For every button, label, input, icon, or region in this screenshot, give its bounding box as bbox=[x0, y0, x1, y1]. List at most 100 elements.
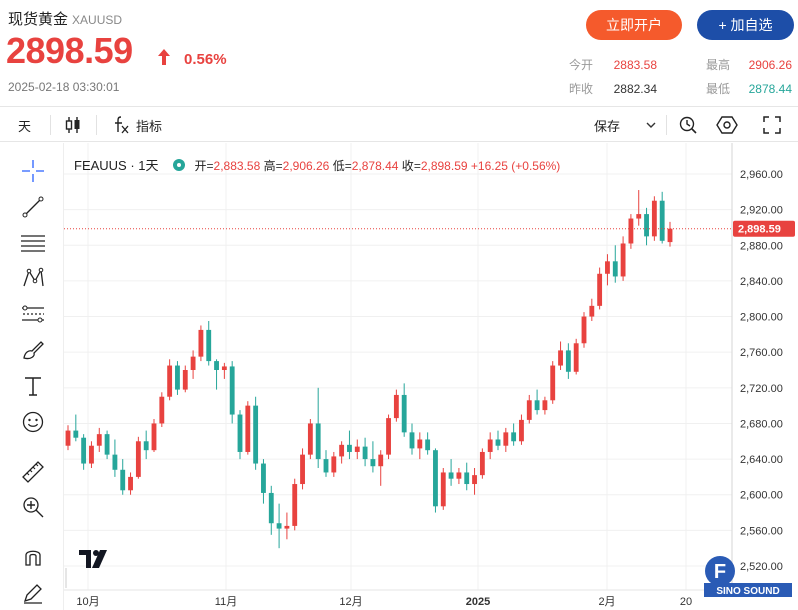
candle-body bbox=[315, 423, 321, 460]
candle-body bbox=[605, 261, 610, 274]
candle-body bbox=[534, 400, 540, 411]
candle-body bbox=[651, 200, 657, 237]
candle-body bbox=[292, 484, 298, 526]
candle-body bbox=[503, 432, 509, 446]
candle-body bbox=[362, 446, 368, 460]
candle-body bbox=[143, 441, 149, 451]
candle-body bbox=[167, 365, 173, 397]
candle-body bbox=[73, 430, 79, 438]
candle-body bbox=[261, 463, 266, 493]
svg-text:F: F bbox=[714, 561, 726, 583]
candle-body bbox=[300, 454, 305, 485]
text-icon bbox=[25, 377, 41, 396]
add-watchlist-button[interactable]: + 加自选 bbox=[697, 10, 794, 40]
save-button[interactable]: 保存 bbox=[594, 107, 620, 143]
zoom-tool[interactable] bbox=[20, 494, 46, 520]
tradingview-logo-icon bbox=[79, 550, 107, 568]
candle-body bbox=[620, 243, 626, 277]
candle-body bbox=[417, 439, 423, 449]
legend-high-label: 高 bbox=[263, 159, 276, 173]
y-tick-label: 2,560.00 bbox=[740, 525, 783, 537]
y-tick-label: 2,520.00 bbox=[740, 561, 783, 573]
text-tool[interactable] bbox=[20, 373, 46, 399]
stat-open: 今开 2883.58 bbox=[569, 56, 657, 73]
instrument-name: 现货黄金 bbox=[8, 11, 69, 28]
y-tick-label: 2,720.00 bbox=[740, 383, 783, 395]
legend-open-label: 开 bbox=[194, 159, 207, 173]
candle-body bbox=[667, 228, 673, 243]
emoji-icon bbox=[22, 411, 44, 433]
chart-toolbar: 天 指标 保存 bbox=[0, 106, 798, 142]
magnet-tool[interactable] bbox=[20, 544, 46, 570]
y-tick-label: 2,840.00 bbox=[740, 276, 783, 288]
instrument-symbol: XAUUSD bbox=[72, 13, 123, 27]
indicators-button[interactable]: 指标 bbox=[112, 107, 162, 143]
candle-body bbox=[456, 472, 462, 479]
candle-body bbox=[589, 305, 595, 317]
candle-body bbox=[526, 400, 532, 420]
candle-body bbox=[151, 423, 157, 451]
candle-body bbox=[237, 414, 243, 452]
y-tick-label: 2,920.00 bbox=[740, 205, 783, 217]
candle-body bbox=[96, 434, 102, 446]
ruler-tool[interactable] bbox=[20, 459, 46, 485]
drawing-toolbar bbox=[0, 143, 64, 610]
last-price-label: 2,898.59 bbox=[738, 224, 781, 236]
candle-body bbox=[565, 350, 571, 372]
candle-body bbox=[378, 454, 384, 467]
candlestick-chart[interactable]: 2,960.00 2,920.00 2,880.00 2,840.00 2,800.00… bbox=[64, 143, 798, 610]
trend-line-tool[interactable] bbox=[20, 194, 46, 220]
candle-body bbox=[323, 459, 329, 473]
candle-body bbox=[542, 400, 548, 411]
brand-text: SINO SOUND bbox=[716, 586, 779, 597]
candle-body bbox=[331, 456, 337, 473]
brush-tool[interactable] bbox=[20, 337, 46, 363]
pattern-tool[interactable] bbox=[20, 265, 46, 291]
fib-tool[interactable] bbox=[20, 230, 46, 256]
candle-body bbox=[370, 459, 376, 467]
crosshair-tool[interactable] bbox=[20, 158, 46, 184]
x-tick-label: 20 bbox=[680, 596, 692, 608]
candle-body bbox=[612, 261, 618, 277]
open-account-button[interactable]: 立即开户 bbox=[586, 10, 682, 40]
candle-body bbox=[472, 475, 477, 485]
candle-body bbox=[253, 405, 259, 464]
y-tick-label: 2,760.00 bbox=[740, 347, 783, 359]
lock-draw-tool[interactable] bbox=[20, 580, 46, 606]
candle-body bbox=[268, 492, 274, 524]
candle-body bbox=[386, 418, 391, 455]
candle-body bbox=[128, 476, 133, 491]
candle-body bbox=[487, 439, 493, 452]
fullscreen-icon bbox=[763, 116, 781, 134]
last-price-tag bbox=[733, 220, 795, 237]
legend-low: 2,878.44 bbox=[351, 159, 399, 173]
candle-body bbox=[307, 423, 313, 455]
legend-low-label: 低 bbox=[332, 159, 345, 173]
stat-high: 最高 2906.26 bbox=[706, 56, 792, 73]
fx-icon bbox=[115, 116, 129, 134]
instrument-title: 现货黄金 XAUUSD bbox=[8, 8, 122, 29]
candle-body bbox=[409, 432, 415, 449]
save-menu-toggle[interactable] bbox=[645, 107, 657, 143]
timestamp: 2025-02-18 03:30:01 bbox=[8, 80, 120, 94]
emoji-tool[interactable] bbox=[20, 409, 46, 435]
fib-lines-icon bbox=[21, 235, 45, 252]
brand-logo-icon: F SINO SOUND bbox=[704, 556, 792, 597]
x-tick-label: 12月 bbox=[339, 596, 362, 608]
settings-hexagon-icon bbox=[716, 116, 738, 134]
candle-body bbox=[433, 450, 438, 507]
forecast-tool[interactable] bbox=[20, 301, 46, 327]
magnet-icon bbox=[25, 550, 41, 566]
stat-high-label: 最高 bbox=[706, 58, 731, 72]
candle-body bbox=[190, 356, 196, 370]
candle-body bbox=[112, 454, 118, 470]
settings-button[interactable] bbox=[716, 107, 738, 143]
candle-body bbox=[573, 343, 579, 372]
chart-type-button[interactable] bbox=[64, 107, 82, 143]
interval-button[interactable]: 天 bbox=[18, 118, 32, 134]
alert-button[interactable] bbox=[678, 107, 698, 143]
zoom-in-icon bbox=[23, 497, 44, 518]
candle-body bbox=[425, 439, 431, 451]
fullscreen-button[interactable] bbox=[763, 107, 781, 143]
indicators-label: 指标 bbox=[136, 118, 163, 134]
